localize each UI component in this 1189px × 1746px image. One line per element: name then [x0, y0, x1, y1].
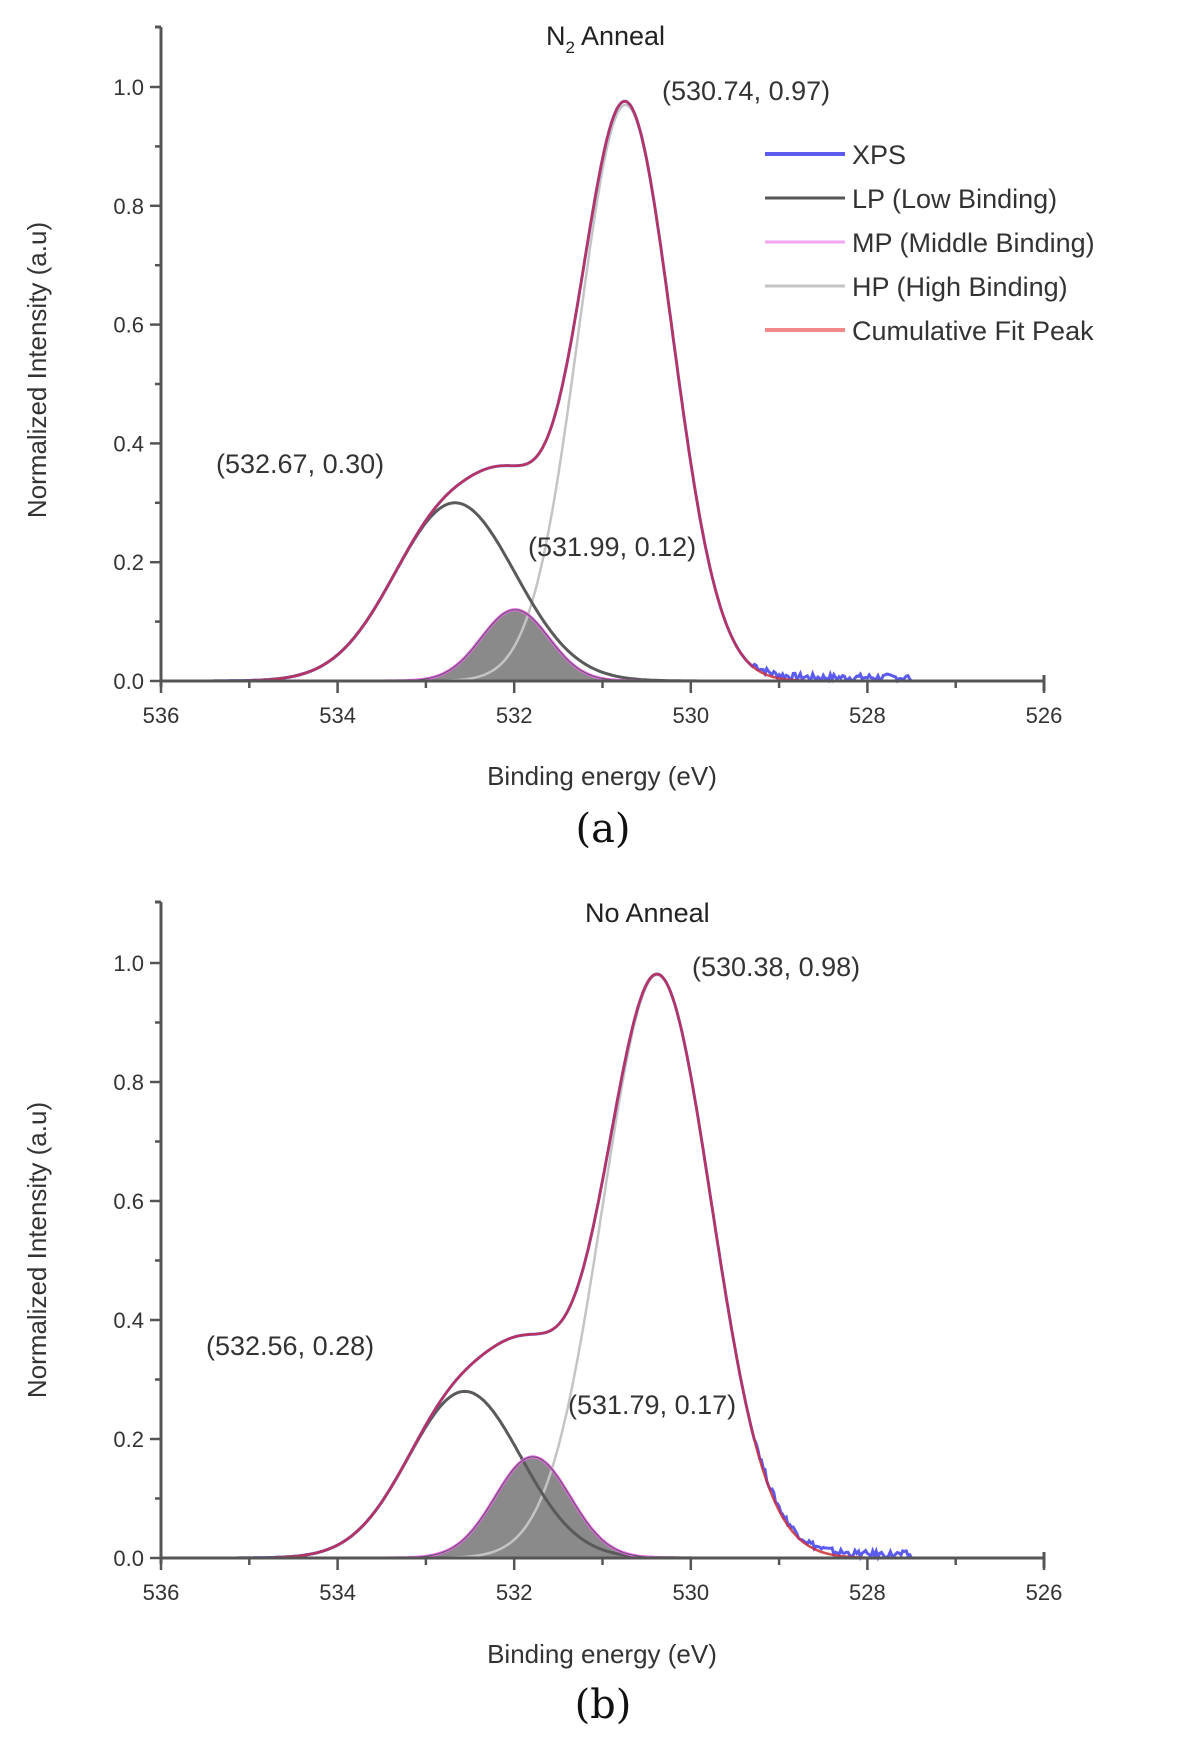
x-tick-label: 530: [672, 703, 709, 728]
panel-a-annotation-mp: (531.99, 0.12): [528, 532, 696, 562]
panel-b-xlabel: Binding energy (eV): [487, 1639, 717, 1669]
legend-label-lp: LP (Low Binding): [852, 184, 1057, 214]
y-tick-label: 0.2: [113, 550, 144, 575]
x-tick-label: 534: [319, 1580, 356, 1605]
x-tick-label: 530: [672, 1580, 709, 1605]
panel-a-annotation-lp: (532.67, 0.30): [216, 449, 384, 479]
panel-b-title: No Anneal: [585, 898, 710, 928]
y-tick-label: 0.8: [113, 194, 144, 219]
panel-a-legend: XPS LP (Low Binding) MP (Middle Binding)…: [765, 140, 1095, 346]
mp-filled-area: [161, 1456, 1027, 1558]
panel-a-xlabel: Binding energy (eV): [487, 761, 717, 791]
hp-high-binding-curve: [161, 973, 1027, 1560]
panel-a-annotation-hp: (530.74, 0.97): [662, 76, 830, 106]
x-tick-label: 526: [1026, 1580, 1063, 1605]
panel-a-title: N2 Anneal: [546, 21, 665, 57]
panel-a-n2-anneal: 0.0 0.2 0.4 0.6 0.8 1.0 536 534 532 530 528 526 N2 …: [22, 21, 1095, 852]
panel-b-annotation-hp: (530.38, 0.98): [692, 952, 860, 982]
x-tick-label: 532: [496, 1580, 533, 1605]
panel-b-annotation-mp: (531.79, 0.17): [568, 1390, 736, 1420]
panel-a-caption: (a): [575, 806, 630, 852]
panel-b-caption: (b): [575, 1682, 632, 1728]
x-tick-label: 528: [849, 1580, 886, 1605]
panel-b-no-anneal: 0.0 0.2 0.4 0.6 0.8 1.0 536 534 532 530 528 526 No …: [22, 898, 1062, 1728]
y-tick-label: 1.0: [113, 75, 144, 100]
y-tick-label: 0.0: [113, 1546, 144, 1571]
x-tick-label: 532: [496, 703, 533, 728]
x-tick-label: 534: [319, 703, 356, 728]
x-tick-label: 526: [1026, 703, 1063, 728]
y-tick-label: 0.0: [113, 669, 144, 694]
y-tick-label: 1.0: [113, 951, 144, 976]
legend-label-cumulative: Cumulative Fit Peak: [852, 316, 1094, 346]
lp-low-binding-curve: [161, 501, 1027, 683]
panel-a-ylabel: Normalized Intensity (a.u): [22, 222, 52, 518]
y-tick-label: 0.4: [113, 431, 144, 456]
panel-b-annotation-lp: (532.56, 0.28): [206, 1331, 374, 1361]
x-tick-label: 528: [849, 703, 886, 728]
y-tick-label: 0.4: [113, 1308, 144, 1333]
y-tick-label: 0.8: [113, 1070, 144, 1095]
legend-label-mp: MP (Middle Binding): [852, 228, 1095, 258]
y-tick-label: 0.2: [113, 1427, 144, 1452]
y-tick-label: 0.6: [113, 1189, 144, 1214]
y-tick-label: 0.6: [113, 313, 144, 338]
x-tick-label: 536: [143, 703, 180, 728]
panel-a-axes: 0.0 0.2 0.4 0.6 0.8 1.0 536 534 532 530 528 526: [113, 25, 1063, 728]
x-tick-label: 536: [143, 1580, 180, 1605]
legend-label-hp: HP (High Binding): [852, 272, 1068, 302]
panel-b-curves: [161, 972, 1027, 1562]
panel-b-axes: 0.0 0.2 0.4 0.6 0.8 1.0 536 534 532 530 528 526: [113, 900, 1063, 1605]
panel-b-ylabel: Normalized Intensity (a.u): [22, 1102, 52, 1398]
legend-label-xps: XPS: [852, 140, 906, 170]
